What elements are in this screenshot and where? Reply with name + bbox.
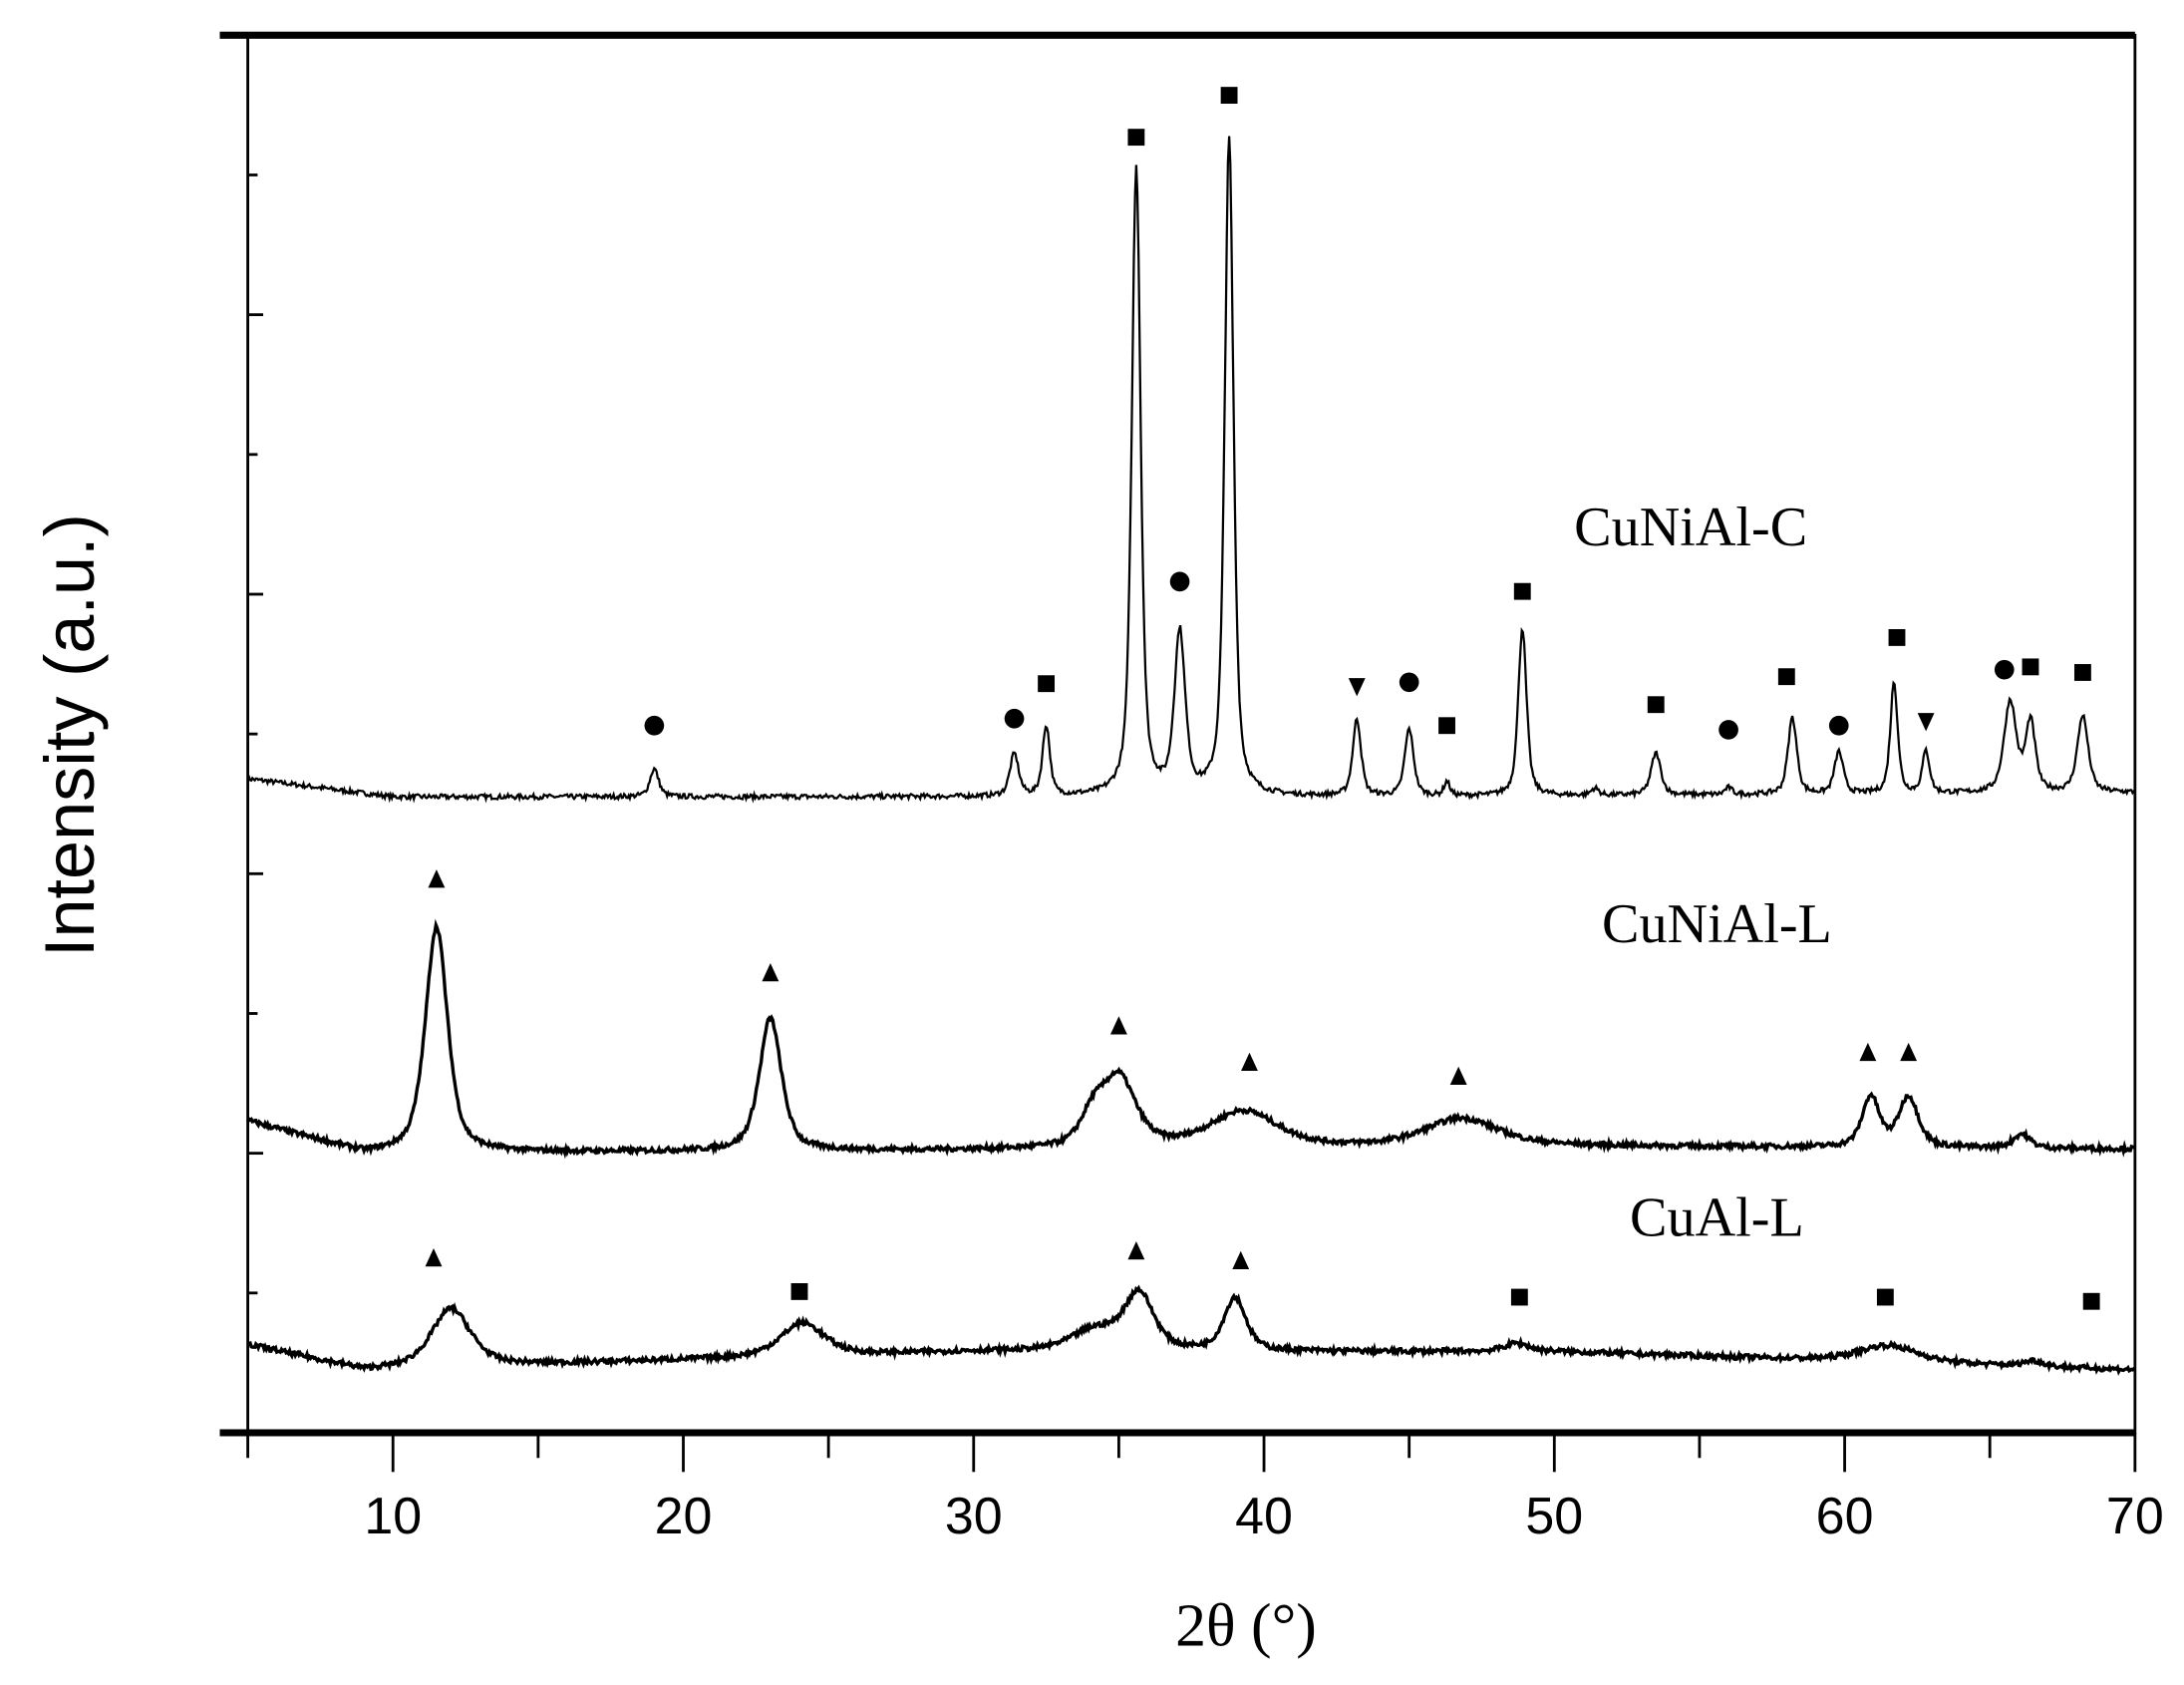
square-marker bbox=[1038, 675, 1056, 693]
series-labels: CuNiAl-C CuNiAl-L CuAl-L bbox=[1574, 497, 1832, 1248]
circle-marker bbox=[1828, 715, 1849, 736]
square-marker bbox=[1513, 582, 1531, 600]
circle-marker bbox=[1169, 571, 1190, 592]
traces bbox=[246, 136, 2136, 1376]
series-label: CuNiAl-C bbox=[1574, 497, 1807, 558]
square-marker bbox=[1438, 717, 1455, 735]
triangle-up-marker bbox=[1900, 1042, 1918, 1062]
y-axis-ticks bbox=[247, 33, 264, 1435]
circle-marker bbox=[1994, 659, 2015, 680]
square-marker bbox=[2073, 664, 2091, 681]
series-label: CuNiAl-L bbox=[1602, 893, 1832, 955]
x-tick-label: 30 bbox=[945, 1488, 1003, 1545]
triangle-up-marker bbox=[1859, 1042, 1877, 1062]
square-marker bbox=[1647, 696, 1665, 714]
circle-marker bbox=[1718, 720, 1738, 740]
x-tick-label: 60 bbox=[1816, 1488, 1874, 1545]
triangle-up-marker bbox=[1241, 1052, 1258, 1071]
triangle-up-marker bbox=[1449, 1066, 1467, 1085]
x-tick-label: 70 bbox=[2106, 1488, 2164, 1545]
triangle-up-marker bbox=[1232, 1250, 1250, 1270]
trace-CuNiAl-C bbox=[246, 136, 2136, 804]
y-axis-label: Intensity (a.u.) bbox=[30, 513, 109, 957]
square-marker bbox=[2022, 658, 2039, 676]
peak-markers bbox=[425, 87, 2100, 1310]
triangle-up-marker bbox=[425, 1247, 443, 1267]
square-marker bbox=[1888, 629, 1906, 646]
triangle-down-marker bbox=[1348, 678, 1366, 697]
x-axis-label: 2θ (°) bbox=[1175, 1591, 1317, 1659]
x-tick-label: 40 bbox=[1235, 1488, 1293, 1545]
square-marker bbox=[1510, 1288, 1528, 1306]
triangle-up-marker bbox=[1109, 1016, 1127, 1035]
trace-CuNiAl-L bbox=[246, 918, 2136, 1160]
circle-marker bbox=[1399, 672, 1419, 693]
trace-CuAl-L bbox=[246, 1284, 2136, 1376]
circle-marker bbox=[644, 715, 665, 736]
triangle-down-marker bbox=[1917, 713, 1935, 732]
series-label: CuAl-L bbox=[1630, 1186, 1804, 1248]
square-marker bbox=[2082, 1292, 2100, 1310]
x-tick-label: 20 bbox=[655, 1488, 713, 1545]
x-axis-ticks: 10 20 30 40 50 60 70 bbox=[246, 1432, 2164, 1545]
square-marker bbox=[1127, 129, 1145, 147]
x-tick-label: 10 bbox=[364, 1488, 422, 1545]
triangle-up-marker bbox=[428, 869, 446, 888]
square-marker bbox=[1220, 87, 1238, 105]
plot-frame bbox=[246, 33, 2137, 1435]
triangle-up-marker bbox=[1127, 1240, 1145, 1260]
square-marker bbox=[1876, 1288, 1894, 1306]
square-marker bbox=[1777, 668, 1795, 686]
circle-marker bbox=[1004, 708, 1025, 729]
square-marker bbox=[790, 1282, 808, 1300]
triangle-up-marker bbox=[762, 963, 780, 982]
x-tick-label: 50 bbox=[1525, 1488, 1583, 1545]
